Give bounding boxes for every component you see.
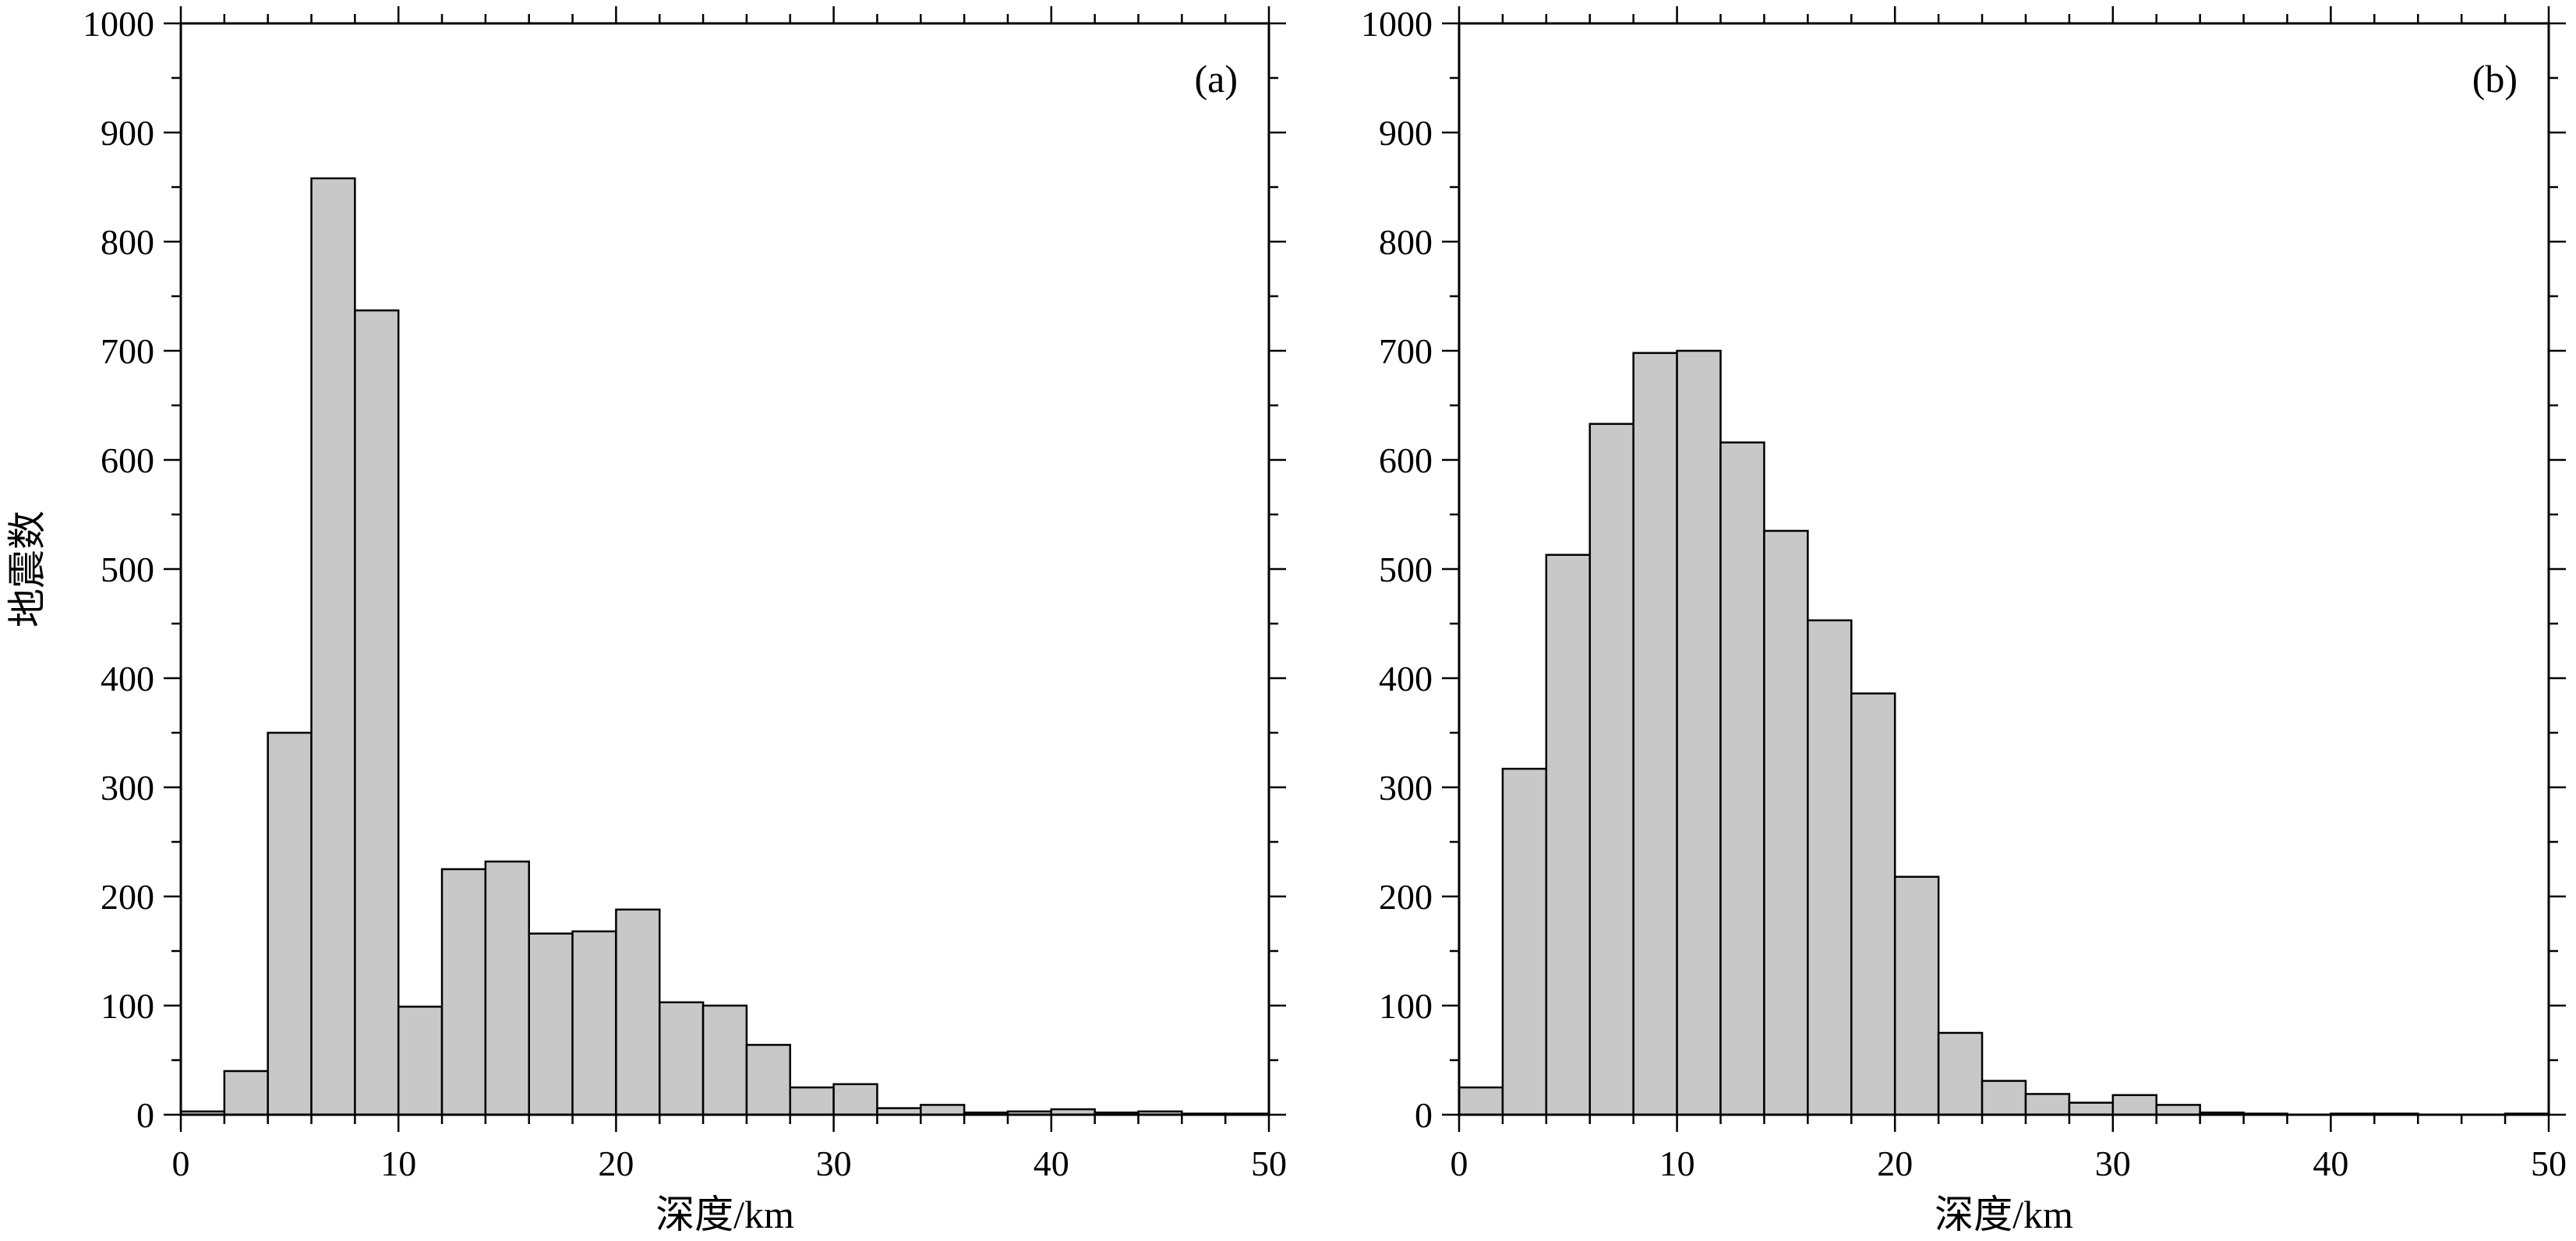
y-axis-title: 地震数 <box>5 511 49 628</box>
x-tick-label: 40 <box>1034 1144 1069 1183</box>
histogram-bar <box>1850 692 1896 1116</box>
y-tick-label: 400 <box>101 659 154 698</box>
y-tick-label: 1000 <box>1361 4 1433 44</box>
x-axis-title: 深度/km <box>655 1193 794 1236</box>
histogram-bar <box>267 731 313 1116</box>
x-tick-label: 0 <box>172 1144 190 1183</box>
x-tick-label: 30 <box>2095 1144 2131 1183</box>
x-tick-label: 40 <box>2313 1144 2348 1183</box>
y-tick-label: 300 <box>1379 768 1433 808</box>
y-tick-label: 700 <box>1379 331 1433 371</box>
histogram-bar <box>745 1044 792 1116</box>
histogram-bar <box>658 1001 705 1116</box>
x-tick-label: 50 <box>1251 1144 1287 1183</box>
y-tick-label: 700 <box>101 331 154 371</box>
y-tick-label: 800 <box>1379 222 1433 262</box>
y-tick-label: 100 <box>101 986 154 1026</box>
histogram-bar <box>528 932 574 1116</box>
y-tick-label: 0 <box>1415 1095 1433 1135</box>
histogram-bar <box>1807 619 1853 1116</box>
y-tick-label: 600 <box>1379 440 1433 480</box>
y-tick-label: 200 <box>101 877 154 917</box>
histogram-bar <box>1763 529 1809 1116</box>
y-tick-label: 600 <box>101 440 154 480</box>
histogram-bar <box>1981 1080 2027 1116</box>
y-tick-label: 300 <box>101 768 154 808</box>
histogram-bar <box>571 930 617 1116</box>
histogram-bar <box>1719 441 1765 1116</box>
histogram-bar <box>1501 767 1548 1116</box>
x-tick-label: 30 <box>816 1144 852 1183</box>
y-tick-label: 500 <box>1379 550 1433 589</box>
histogram-bar <box>832 1083 878 1116</box>
histogram-bar <box>2024 1093 2071 1116</box>
histogram-bar <box>223 1070 269 1116</box>
x-tick-label: 20 <box>1877 1144 1913 1183</box>
histogram-bar <box>920 1104 966 1116</box>
histogram-bar <box>440 868 487 1116</box>
panel-b: 0 10 20 30 40 5001002003004005006007008009001… <box>1361 4 2567 1236</box>
y-tick-label: 1000 <box>83 4 154 44</box>
y-tick-label: 900 <box>101 113 154 153</box>
x-tick-label: 50 <box>2531 1144 2567 1183</box>
y-tick-label: 500 <box>101 550 154 589</box>
histogram-bar <box>1632 352 1678 1116</box>
histogram-bar <box>789 1086 835 1116</box>
histogram-bar <box>701 1004 748 1116</box>
x-tick-label: 20 <box>598 1144 634 1183</box>
x-tick-label: 0 <box>1451 1144 1468 1183</box>
y-tick-label: 100 <box>1379 986 1433 1026</box>
x-tick-label: 10 <box>380 1144 416 1183</box>
y-tick-label: 200 <box>1379 877 1433 917</box>
x-axis-title: 深度/km <box>1935 1193 2073 1236</box>
histogram-bar <box>354 309 400 1116</box>
histogram-bar <box>2155 1104 2201 1116</box>
histogram-bar <box>484 860 530 1116</box>
y-tick-label: 400 <box>1379 659 1433 698</box>
panel-label: (b) <box>2472 57 2518 101</box>
histogram-bar <box>310 177 356 1116</box>
panel-a: 0 10 20 30 40 5001002003004005006007008009001… <box>5 4 1287 1236</box>
histogram-bar <box>1893 875 1940 1116</box>
y-tick-label: 800 <box>101 222 154 262</box>
histogram-bar <box>1937 1031 1984 1116</box>
histogram-bar <box>1458 1086 1504 1116</box>
histogram-bar <box>1545 553 1592 1116</box>
histogram-bar <box>1588 423 1634 1116</box>
histogram-bar <box>1676 349 1722 1116</box>
histogram-bar <box>2068 1101 2115 1116</box>
x-tick-label: 10 <box>1659 1144 1695 1183</box>
panel-label: (a) <box>1195 57 1239 101</box>
y-tick-label: 0 <box>136 1095 154 1135</box>
histogram-bar <box>615 908 661 1116</box>
histogram-bar <box>397 1006 443 1116</box>
y-tick-label: 900 <box>1379 113 1433 153</box>
histogram-bar <box>2111 1094 2157 1116</box>
